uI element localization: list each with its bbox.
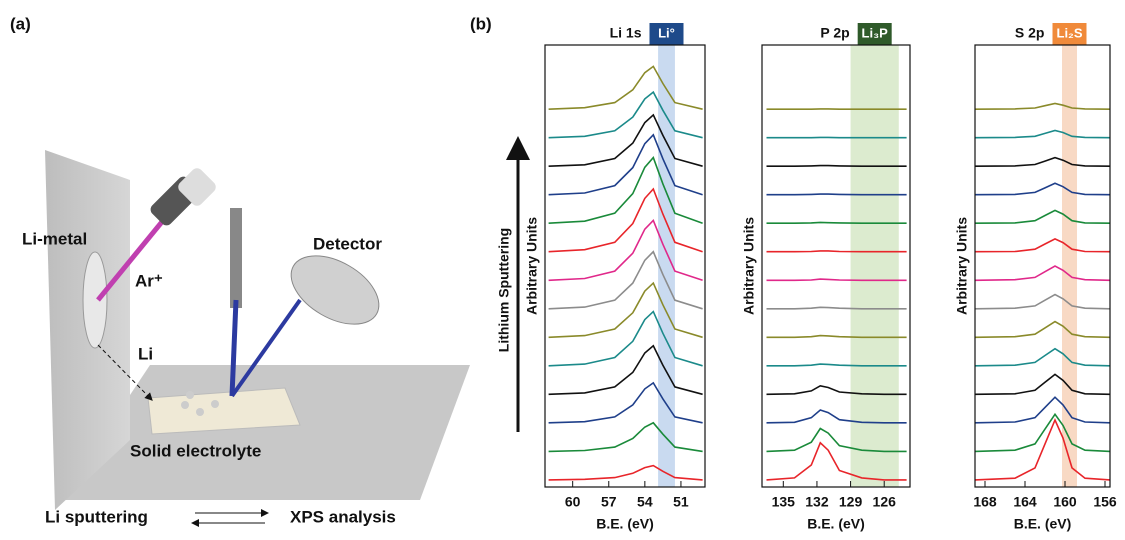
x-tick-label: 132 [805, 494, 829, 510]
highlight-label: Li₃P [862, 25, 889, 40]
spectrum-line [974, 238, 1111, 253]
li-target [82, 251, 108, 349]
x-tick-label: 51 [673, 494, 689, 510]
highlight-label: Li° [658, 25, 675, 40]
x-tick-label: 54 [637, 494, 653, 510]
spectrum-line [974, 129, 1111, 139]
spectrum-line [548, 133, 703, 196]
x-tick-label: 57 [601, 494, 617, 510]
panel-label: (b) [470, 14, 492, 33]
particle [196, 408, 204, 416]
spectrum-line [974, 417, 1111, 481]
x-tick-label: 164 [1013, 494, 1037, 510]
photoelectron-beam [230, 298, 302, 398]
x-tick-label: 60 [565, 494, 581, 510]
spectrum-line [548, 250, 703, 310]
ion-gun-cap [178, 168, 216, 206]
spectrum-line [766, 409, 907, 424]
spectrum-line [766, 278, 907, 282]
x-tick-label: 135 [772, 494, 796, 510]
spectrum-line [974, 182, 1111, 196]
li-label: Li [138, 344, 153, 363]
spectrum-line [766, 441, 907, 481]
spectrum-line [974, 347, 1111, 367]
y-axis-label: Arbitrary Units [954, 217, 970, 315]
cycle-left: Li sputtering [45, 507, 148, 526]
x-axis-label: B.E. (eV) [807, 516, 865, 532]
spectrum-line [766, 427, 907, 453]
spectrum-line [548, 381, 703, 424]
particle [211, 400, 219, 408]
sputter-path [97, 344, 153, 401]
x-tick-label: 160 [1053, 494, 1077, 510]
analyzer-tube [230, 208, 242, 308]
x-tick-label: 129 [839, 494, 863, 510]
chart-title: Li 1s [610, 25, 642, 41]
spectrum-line [974, 156, 1111, 167]
highlight-label-box [1052, 23, 1087, 45]
xray-beam [229, 299, 239, 397]
spectrum-line [766, 334, 907, 339]
arrow-label: Lithium Sputtering [496, 228, 512, 352]
spectrum-line [974, 293, 1111, 310]
ion-label: Ar⁺ [135, 271, 163, 290]
spectrum-line [548, 156, 703, 224]
spectrum-line [548, 113, 703, 167]
highlight-band [850, 45, 899, 487]
spectrum-line [548, 344, 703, 396]
spectrum-line [548, 421, 703, 453]
spectrum-line [766, 384, 907, 396]
electrolyte-slab [147, 387, 301, 435]
spectrum-line [548, 464, 703, 481]
electrolyte-label: Solid electrolyte [130, 441, 261, 460]
spectrum-line [974, 412, 1111, 453]
spectrum-line [766, 363, 907, 367]
chart-title: S 2p [1015, 25, 1045, 41]
particle [186, 391, 194, 399]
highlight-label-box [857, 23, 892, 45]
plot-frame [761, 44, 911, 488]
x-axis-label: B.E. (eV) [596, 516, 654, 532]
spectrum-line [548, 90, 703, 139]
spectrum-line [766, 250, 907, 253]
spectrum-line [766, 193, 907, 196]
x-tick-label: 168 [973, 494, 997, 510]
ion-beam [96, 210, 172, 302]
cycle-right: XPS analysis [290, 507, 396, 526]
wall-label: Li-metal [22, 229, 87, 248]
spectrum-line [766, 164, 907, 167]
y-axis-label: Arbitrary Units [741, 217, 757, 315]
spectrum-line [548, 218, 703, 282]
particle [181, 401, 189, 409]
panel-a-diagram: (a) Li-metal Ar⁺ Detector Li Solid elect… [10, 14, 470, 527]
spectrum-line [548, 310, 703, 367]
spectrum-line [766, 221, 907, 224]
plot-frame [974, 44, 1111, 488]
spectrum-line [548, 187, 703, 253]
x-tick-label: 156 [1093, 494, 1117, 510]
x-axis-label: B.E. (eV) [1014, 516, 1072, 532]
spectrum-line [548, 281, 703, 339]
detector-label: Detector [313, 234, 382, 253]
spectrum-line [548, 65, 703, 110]
spectrum-line [766, 306, 907, 310]
highlight-label-box [649, 23, 684, 45]
y-axis-label: Arbitrary Units [524, 217, 540, 315]
spectrum-line [974, 102, 1111, 110]
panel-label: (a) [10, 14, 31, 33]
spectrum-line [974, 209, 1111, 224]
highlight-label: Li₂S [1057, 25, 1083, 40]
spectrum-line [974, 396, 1111, 424]
detector [290, 255, 380, 325]
spectrum-line [974, 373, 1111, 396]
x-tick-label: 126 [873, 494, 897, 510]
highlight-band [1062, 45, 1077, 487]
spectrum-line [974, 265, 1111, 282]
chart-title: P 2p [820, 25, 849, 41]
plot-frame [544, 44, 706, 488]
spectrum-line [974, 320, 1111, 339]
